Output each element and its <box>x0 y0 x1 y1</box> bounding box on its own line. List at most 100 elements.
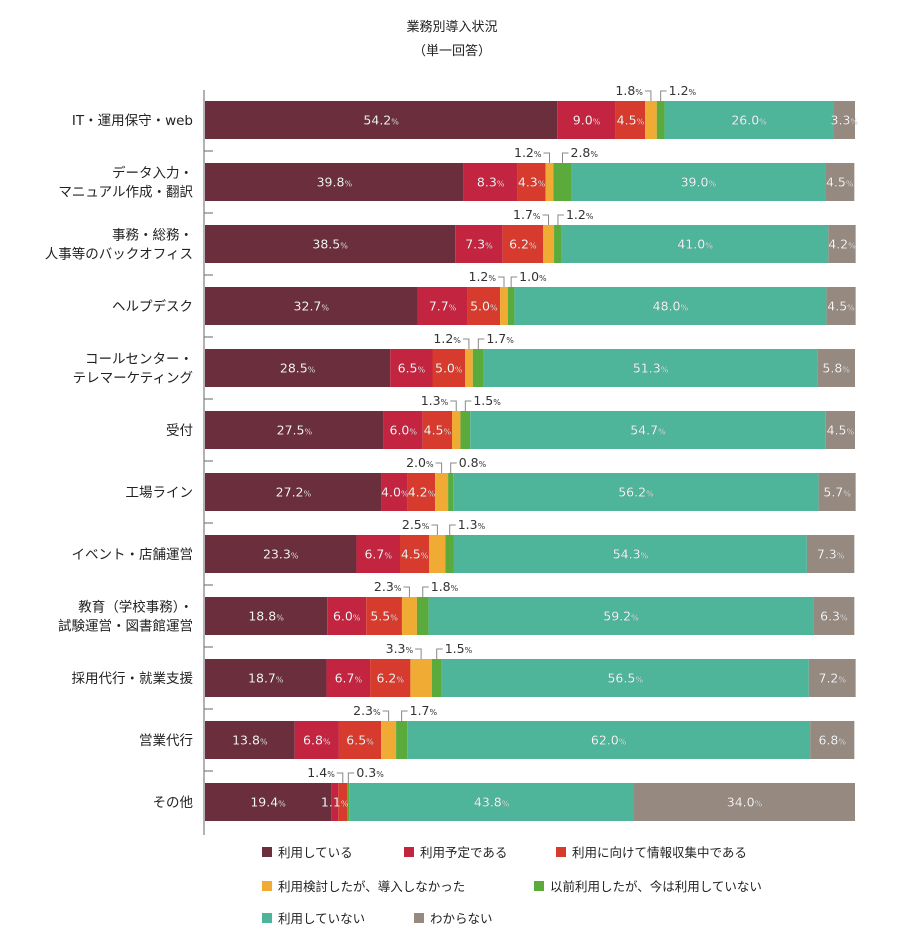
callout-leader <box>347 772 355 783</box>
bar-segment <box>502 225 543 263</box>
callout-label: 1.5% <box>445 641 473 656</box>
bar-segment <box>472 349 484 387</box>
callout-label: 1.7% <box>486 331 514 346</box>
bar-segment <box>428 597 814 635</box>
legend-item-previously-used: 以前利用したが、今は利用していない <box>534 876 762 895</box>
data-label: 39.0% <box>681 175 717 190</box>
data-label: 54.3% <box>613 547 649 562</box>
bar-segment <box>205 163 464 201</box>
callout-leader <box>403 586 410 597</box>
legend-item-using: 利用している <box>262 842 353 861</box>
bar-segment <box>557 101 616 139</box>
callout-label: 1.2% <box>566 207 594 222</box>
data-label: 26.0% <box>731 113 767 128</box>
data-label: 4.5% <box>424 423 452 438</box>
bar-segment <box>294 721 339 759</box>
bar-segment <box>396 721 408 759</box>
bar-segment <box>349 783 634 821</box>
bar-segment <box>645 101 657 139</box>
data-label: 56.5% <box>607 671 643 686</box>
callout-label: 1.0% <box>519 269 547 284</box>
callout-leader <box>562 152 569 163</box>
callout-leader <box>435 462 443 473</box>
bar-segment <box>571 163 826 201</box>
data-label: 9.0% <box>573 113 601 128</box>
callout-label: 0.3% <box>356 765 384 780</box>
bar-segment <box>545 163 554 201</box>
bar-segment <box>407 473 436 511</box>
data-label: 34.0% <box>727 795 763 810</box>
callout-label: 1.7% <box>513 207 541 222</box>
data-label: 3.3% <box>831 113 859 128</box>
bar-segment <box>615 101 646 139</box>
bar-segment <box>401 597 417 635</box>
data-label: 7.3% <box>465 237 493 252</box>
data-label: 6.2% <box>509 237 537 252</box>
legend-swatch <box>262 846 272 857</box>
data-label: 8.3% <box>477 175 505 190</box>
bar-segment <box>465 349 473 387</box>
bar-segment <box>514 287 827 325</box>
data-label: 6.8% <box>303 733 331 748</box>
chart-title: 業務別導入状況 <box>406 20 498 35</box>
bar-segment <box>383 411 423 449</box>
data-label: 6.7% <box>335 671 363 686</box>
callout-leader <box>401 710 408 721</box>
callout-leader <box>422 586 429 597</box>
data-label: 27.5% <box>277 423 313 438</box>
data-label: 19.4% <box>250 795 286 810</box>
category-label: 受付 <box>166 423 193 439</box>
bar-segment <box>826 287 856 325</box>
callout-label: 1.5% <box>473 393 501 408</box>
category-label: IT・運用保守・web <box>72 113 193 129</box>
category-label: データ入力・マニュアル作成・翻訳 <box>58 165 193 201</box>
data-label: 41.0% <box>677 237 713 252</box>
callout-leader <box>382 710 390 721</box>
data-label: 4.5% <box>826 175 854 190</box>
category-label: 教育（学校事務）・試験運営・図書館運営 <box>58 599 193 635</box>
bar-segment <box>205 721 295 759</box>
bar-segment <box>205 349 391 387</box>
callout-label: 2.5% <box>402 517 430 532</box>
bar-segment <box>808 659 856 697</box>
legend-swatch <box>404 846 414 857</box>
data-label: 48.0% <box>653 299 689 314</box>
bar-segment <box>453 535 807 573</box>
legend-label: 利用に向けて情報収集中である <box>572 845 747 860</box>
bar-segment <box>381 721 397 759</box>
data-label: 54.7% <box>630 423 666 438</box>
bar-segment <box>543 225 555 263</box>
bar-segment <box>366 597 402 635</box>
legend-label: 利用予定である <box>420 845 508 860</box>
bar-segment <box>813 597 855 635</box>
legend-label: わからない <box>430 911 493 926</box>
legend-item-gathering-info: 利用に向けて情報収集中である <box>556 842 747 861</box>
data-label: 4.5% <box>827 299 855 314</box>
category-label: その他 <box>153 795 194 811</box>
bar-segment <box>634 783 855 821</box>
bar-segment <box>381 473 408 511</box>
data-label: 54.2% <box>363 113 399 128</box>
bar-segment <box>347 783 350 821</box>
bar-segment <box>828 225 856 263</box>
data-label: 7.2% <box>819 671 847 686</box>
data-label: 5.0% <box>470 299 498 314</box>
data-label: 6.7% <box>364 547 392 562</box>
bar-segment <box>561 225 829 263</box>
bar-segment <box>432 349 465 387</box>
callout-label: 1.2% <box>514 145 542 160</box>
data-label: 4.2% <box>408 485 436 500</box>
bar-segment <box>416 597 429 635</box>
bar-segment <box>205 473 382 511</box>
bar-segment <box>205 225 456 263</box>
bar-segment <box>422 411 452 449</box>
data-label: 27.2% <box>276 485 312 500</box>
bar-segment <box>356 535 400 573</box>
bar-segment <box>455 225 503 263</box>
bar-segment <box>463 163 518 201</box>
bar-segment <box>507 287 515 325</box>
bar-segment <box>825 411 855 449</box>
bar-segment <box>205 659 327 697</box>
legend-item-not-using: 利用していない <box>262 908 365 927</box>
